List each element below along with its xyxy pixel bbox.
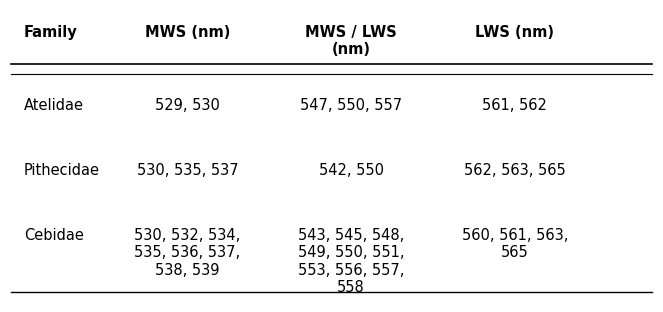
Text: Cebidae: Cebidae — [24, 228, 84, 243]
Text: Family: Family — [24, 25, 78, 40]
Text: MWS / LWS
(nm): MWS / LWS (nm) — [305, 25, 397, 57]
Text: 547, 550, 557: 547, 550, 557 — [300, 98, 402, 113]
Text: 543, 545, 548,
549, 550, 551,
553, 556, 557,
558: 543, 545, 548, 549, 550, 551, 553, 556, … — [298, 228, 404, 295]
Text: 529, 530: 529, 530 — [155, 98, 220, 113]
Text: 562, 563, 565: 562, 563, 565 — [464, 163, 566, 178]
Text: LWS (nm): LWS (nm) — [475, 25, 554, 40]
Text: Atelidae: Atelidae — [24, 98, 84, 113]
Text: 542, 550: 542, 550 — [319, 163, 384, 178]
Text: Pithecidae: Pithecidae — [24, 163, 100, 178]
Text: 530, 532, 534,
535, 536, 537,
538, 539: 530, 532, 534, 535, 536, 537, 538, 539 — [135, 228, 241, 277]
Text: 560, 561, 563,
565: 560, 561, 563, 565 — [461, 228, 568, 260]
Text: MWS (nm): MWS (nm) — [145, 25, 230, 40]
Text: 530, 535, 537: 530, 535, 537 — [137, 163, 238, 178]
Text: 561, 562: 561, 562 — [483, 98, 547, 113]
